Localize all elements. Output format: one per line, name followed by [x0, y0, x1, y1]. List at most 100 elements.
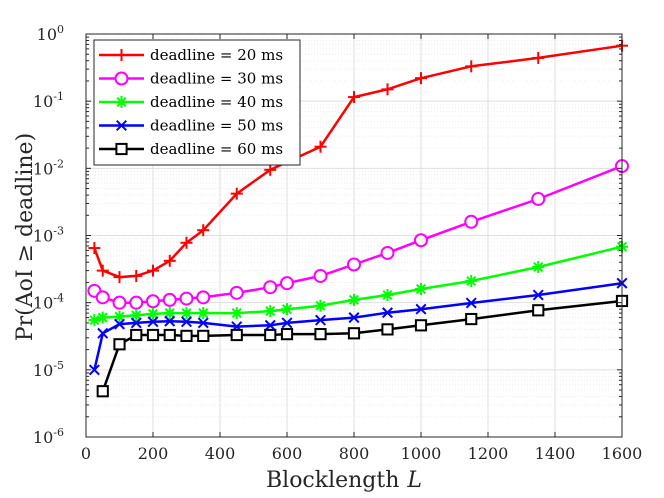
data-point — [281, 317, 293, 329]
series-line — [93, 281, 623, 371]
data-point — [179, 291, 194, 306]
marker-stroke — [130, 317, 142, 329]
data-point — [532, 304, 545, 317]
y-tick-label-base: 10 — [33, 361, 53, 380]
y-tick-label-base: 10 — [33, 227, 53, 246]
marker-stroke — [97, 327, 109, 339]
data-point — [180, 236, 193, 249]
data-point — [164, 315, 176, 327]
y-tick-label: 10-5 — [33, 359, 64, 380]
data-point — [180, 307, 193, 320]
data-point — [129, 295, 144, 310]
legend: deadline = 20 ms deadline = 30 ms deadline… — [93, 39, 301, 166]
data-point — [532, 260, 545, 273]
marker-stroke — [348, 294, 360, 305]
data-point — [115, 96, 128, 108]
tick-labels: 0 200 400 600 800 1000 1200 1400 160010010-110-2… — [33, 23, 642, 463]
x-tick-label: 1000 — [401, 444, 442, 463]
data-point — [465, 275, 478, 288]
marker-stroke — [164, 315, 176, 327]
marker-stroke — [264, 319, 276, 331]
data-point — [348, 91, 360, 104]
marker-stroke — [97, 312, 108, 323]
marker-stroke — [466, 275, 477, 287]
data-point — [414, 233, 428, 248]
data-point — [115, 49, 128, 61]
marker-stroke — [181, 308, 192, 319]
legend-entry: deadline = 50 ms — [99, 117, 283, 135]
data-point — [130, 309, 143, 322]
data-point — [264, 163, 277, 176]
marker-square — [264, 328, 277, 342]
marker-square — [465, 312, 478, 326]
data-point — [348, 312, 360, 324]
data-point — [230, 307, 243, 320]
data-point — [347, 327, 361, 340]
y-tick-label-exponent: -6 — [53, 426, 64, 439]
marker-stroke — [465, 297, 477, 309]
data-point — [197, 307, 210, 320]
marker-circle — [380, 245, 395, 260]
marker-square — [96, 385, 109, 398]
x-tick-label: 600 — [272, 444, 303, 463]
marker-stroke — [114, 311, 125, 322]
data-point — [147, 264, 159, 277]
data-point — [88, 364, 100, 376]
data-point — [146, 328, 160, 342]
data-point — [96, 264, 109, 277]
data-point — [415, 303, 427, 315]
series-4 — [88, 277, 628, 376]
data-point — [113, 338, 126, 351]
data-point — [313, 268, 328, 283]
x-axis-title-text: Blocklength — [266, 468, 399, 493]
marker-stroke — [315, 300, 326, 311]
marker-stroke — [281, 317, 293, 329]
data-point — [180, 329, 193, 343]
y-tick-label-exponent: -3 — [53, 225, 64, 238]
x-tick-label: 400 — [205, 444, 236, 463]
marker-stroke — [382, 289, 393, 301]
y-tick-label: 10-4 — [33, 292, 64, 313]
marker-stroke — [147, 308, 159, 319]
legend-entry: deadline = 40 ms — [99, 93, 283, 111]
marker-circle — [347, 257, 361, 272]
marker-stroke — [180, 316, 193, 328]
data-point — [197, 224, 210, 237]
series-2 — [87, 159, 629, 310]
data-point — [264, 319, 276, 331]
data-point — [465, 60, 478, 73]
data-point — [230, 328, 243, 342]
data-point — [381, 289, 394, 302]
marker-circle — [95, 290, 110, 305]
data-point — [465, 297, 477, 309]
y-tick-label: 10-3 — [33, 225, 64, 246]
data-point — [281, 303, 293, 316]
x-tick-label: 0 — [81, 444, 91, 463]
y-tick-label-exponent: -4 — [53, 292, 64, 305]
data-point — [263, 280, 278, 295]
marker-stroke — [147, 316, 159, 328]
marker-circle — [313, 268, 328, 283]
marker-square — [163, 328, 176, 342]
data-point — [146, 294, 160, 309]
marker-stroke — [115, 119, 128, 132]
series-layer — [87, 39, 629, 398]
data-point — [415, 282, 427, 295]
legend-label: deadline = 30 ms — [150, 70, 283, 88]
legend-label: deadline = 60 ms — [150, 140, 283, 158]
data-point — [532, 289, 544, 301]
marker-stroke — [231, 308, 242, 319]
data-point — [113, 310, 126, 323]
marker-circle — [263, 280, 278, 295]
marker-stroke — [113, 318, 126, 330]
marker-circle — [196, 290, 211, 305]
marker-stroke — [164, 308, 175, 319]
marker-stroke — [533, 261, 544, 272]
data-point — [115, 119, 128, 132]
marker-circle — [129, 295, 144, 310]
data-point — [88, 242, 101, 255]
data-point — [96, 311, 109, 324]
ticks — [85, 33, 623, 438]
data-point — [314, 299, 327, 312]
legend-label: deadline = 40 ms — [150, 93, 283, 111]
